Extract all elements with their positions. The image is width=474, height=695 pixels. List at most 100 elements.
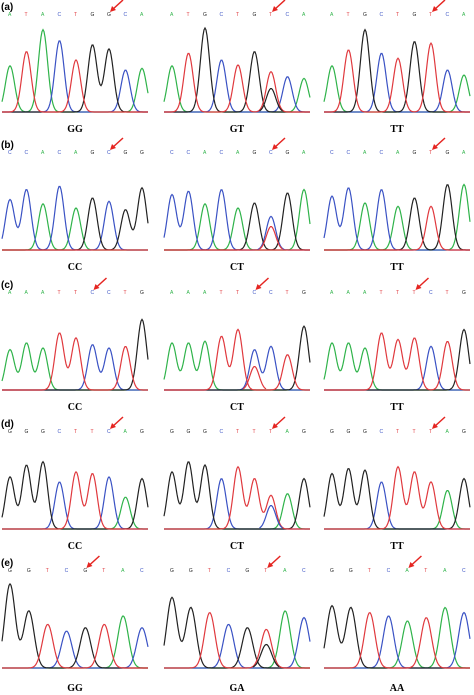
base-call: C bbox=[226, 568, 231, 574]
base-call: A bbox=[8, 290, 12, 296]
base-call: A bbox=[462, 150, 466, 156]
genotype-label: CT bbox=[230, 541, 244, 552]
base-call: G bbox=[26, 568, 31, 574]
trace-A bbox=[324, 606, 470, 669]
panel-label: (b) bbox=[1, 140, 14, 151]
base-call: A bbox=[405, 568, 409, 574]
trace-T bbox=[324, 205, 470, 251]
base-call: A bbox=[302, 12, 306, 18]
base-call: T bbox=[236, 290, 240, 296]
panel-label: (a) bbox=[1, 2, 14, 13]
base-call: C bbox=[57, 12, 62, 18]
trace-T bbox=[2, 470, 148, 530]
base-call: G bbox=[412, 12, 417, 18]
base-call: A bbox=[285, 429, 289, 435]
base-call: G bbox=[8, 429, 12, 435]
base-call: T bbox=[264, 568, 268, 574]
snp-arrow-icon bbox=[272, 0, 286, 12]
genotype-label: GG bbox=[67, 683, 83, 694]
panel-label: (c) bbox=[1, 280, 14, 291]
base-call: C bbox=[57, 150, 62, 156]
base-call: A bbox=[396, 150, 400, 156]
base-call: T bbox=[24, 12, 28, 18]
chromatogram-cell: G G T C A T A C AA bbox=[323, 555, 472, 694]
base-call: A bbox=[203, 150, 207, 156]
base-call: T bbox=[252, 429, 256, 435]
base-call: T bbox=[396, 12, 400, 18]
chromatogram-plot bbox=[323, 137, 471, 251]
chromatogram-cell: A T G C T G T C A GT bbox=[163, 0, 312, 135]
genotype-label: CC bbox=[67, 402, 83, 413]
chromatogram-cell: A A A T T T C T G TT bbox=[323, 277, 471, 413]
base-call: T bbox=[45, 568, 49, 574]
trace-C bbox=[164, 345, 310, 391]
base-call: G bbox=[90, 150, 95, 156]
trace-C bbox=[163, 189, 310, 251]
base-call: G bbox=[445, 150, 450, 156]
trace-T bbox=[164, 328, 310, 391]
base-call: T bbox=[424, 568, 428, 574]
base-call: G bbox=[203, 12, 207, 18]
genotype-label: CC bbox=[67, 541, 83, 552]
trace-A bbox=[2, 615, 148, 669]
base-call: G bbox=[90, 12, 95, 18]
base-call: T bbox=[236, 12, 240, 18]
base-call: C bbox=[123, 12, 128, 18]
snp-arrow-icon bbox=[272, 416, 286, 429]
chromatogram-cell: G G T C G T A C GA bbox=[163, 555, 312, 694]
base-call: T bbox=[57, 290, 61, 296]
trace-G bbox=[323, 468, 471, 530]
base-call: A bbox=[330, 12, 334, 18]
trace-T bbox=[164, 611, 310, 669]
base-call: G bbox=[252, 12, 257, 18]
base-call: T bbox=[429, 429, 433, 435]
chromatogram-cell: C C A C A G C G A CT bbox=[163, 137, 311, 273]
trace-T bbox=[164, 52, 310, 113]
snp-arrow-icon bbox=[408, 555, 422, 568]
base-call: C bbox=[386, 568, 391, 574]
base-call: C bbox=[379, 429, 384, 435]
base-call: C bbox=[90, 290, 95, 296]
base-call: G bbox=[285, 150, 290, 156]
base-call: C bbox=[346, 150, 351, 156]
base-call: A bbox=[186, 290, 190, 296]
base-call: G bbox=[140, 150, 144, 156]
trace-C bbox=[324, 345, 470, 391]
base-call: C bbox=[269, 290, 273, 296]
base-call: T bbox=[412, 290, 416, 296]
genotype-label: CC bbox=[67, 262, 83, 273]
base-call: T bbox=[123, 290, 127, 296]
base-call: C bbox=[379, 12, 384, 18]
base-call: A bbox=[462, 12, 466, 18]
base-call: G bbox=[330, 568, 334, 574]
trace-A bbox=[1, 342, 148, 391]
base-call: G bbox=[462, 429, 466, 435]
base-call: T bbox=[269, 429, 273, 435]
base-call: A bbox=[330, 290, 334, 296]
base-call: C bbox=[285, 12, 290, 18]
chromatogram-cell: G G G C T T T A G TT bbox=[323, 416, 472, 552]
trace-G bbox=[324, 328, 471, 391]
chromatogram-plot bbox=[323, 0, 471, 113]
chromatogram-plot bbox=[1, 555, 149, 669]
base-call: A bbox=[170, 12, 174, 18]
base-call: G bbox=[462, 290, 466, 296]
base-call: G bbox=[186, 429, 191, 435]
trace-A bbox=[323, 64, 471, 113]
trace-T bbox=[164, 465, 310, 530]
trace-T bbox=[2, 623, 148, 669]
snp-arrow-icon bbox=[432, 416, 446, 429]
base-call: A bbox=[363, 150, 367, 156]
base-call: G bbox=[346, 429, 351, 435]
base-call: A bbox=[140, 12, 144, 18]
chromatogram-plot bbox=[323, 277, 471, 391]
